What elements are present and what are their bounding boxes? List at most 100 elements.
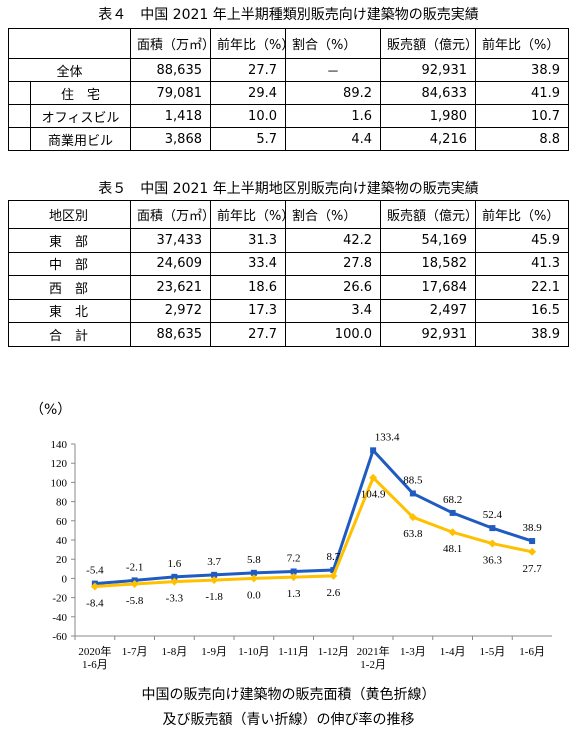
data-label: -5.8 <box>126 595 144 607</box>
y-tick-label: 80 <box>56 497 68 509</box>
header-cell: 面積（万㎡） <box>130 200 212 229</box>
marker <box>211 571 218 578</box>
data-label: 1.3 <box>287 588 301 600</box>
marker <box>130 579 139 588</box>
data-label: 7.2 <box>287 552 301 564</box>
table-row: 西 部 23,621 18.6 26.6 17,684 22.1 <box>7 275 570 300</box>
y-tick-label: 0 <box>62 573 68 585</box>
x-tick-label: 1-6月 <box>519 646 545 658</box>
series-line <box>94 475 533 588</box>
y-tick-label: 100 <box>51 477 68 489</box>
data-label: -8.4 <box>86 597 104 609</box>
row-label: 商業用ビル <box>30 127 131 151</box>
cell: 10.7 <box>475 104 569 128</box>
cell: 42.2 <box>285 228 382 253</box>
marker <box>170 577 179 586</box>
cell: 23,621 <box>130 275 212 300</box>
data-label: 0.0 <box>247 589 261 601</box>
data-label: 63.8 <box>403 528 423 540</box>
x-tick-label: 1-3月 <box>400 646 426 658</box>
y-tick-label: 60 <box>56 516 68 528</box>
cell: － <box>285 58 381 82</box>
x-tick-label: 1-8月 <box>161 646 188 658</box>
row-label: 西 部 <box>7 275 132 300</box>
cell: 17.3 <box>210 298 287 323</box>
data-label: -1.8 <box>205 591 223 603</box>
data-label: 38.9 <box>523 522 543 534</box>
cell: 2,972 <box>130 298 212 323</box>
marker <box>90 582 99 591</box>
marker <box>329 571 338 580</box>
data-label: 1.6 <box>168 558 182 570</box>
data-label: 133.4 <box>375 431 400 443</box>
cell: 1,418 <box>130 104 211 128</box>
x-tick-label: 2020年 1-6月 <box>78 646 112 671</box>
data-label: 104.9 <box>361 489 386 501</box>
data-label: -5.4 <box>86 565 104 577</box>
data-label: 2.6 <box>327 587 341 599</box>
cell: 16.5 <box>475 298 570 323</box>
cell: 3,868 <box>130 127 211 151</box>
header-cell: 前年比（%） <box>475 200 570 229</box>
table-row: 合 計 88,635 27.7 100.0 92,931 38.9 <box>7 322 570 347</box>
cell: 18.6 <box>210 275 287 300</box>
cell: 5.7 <box>210 127 286 151</box>
cell: 18,582 <box>380 251 477 276</box>
cell: 2,497 <box>380 298 477 323</box>
header-cell: 前年比（%） <box>210 200 287 229</box>
y-tick-label: -60 <box>52 631 67 643</box>
data-label: -2.1 <box>126 561 143 573</box>
marker <box>171 573 178 580</box>
marker <box>528 547 537 556</box>
cell: 17,684 <box>380 275 477 300</box>
marker <box>369 473 378 482</box>
x-tick-label: 1-11月 <box>278 646 309 658</box>
header-cell: 地区別 <box>7 200 132 229</box>
chart-title: 中国の販売向け建築物の販売面積（黄色折線） <box>141 687 436 703</box>
table-title: 表４ 中国 2021 年上半期種類別販売向け建築物の販売実績 <box>98 7 479 23</box>
x-tick-label: 1-7月 <box>121 646 148 658</box>
marker <box>370 447 377 454</box>
data-label: 3.7 <box>207 556 221 568</box>
row-label: 住 宅 <box>30 81 131 105</box>
table-row: 中 部 24,609 33.4 27.8 18,582 41.3 <box>7 251 570 276</box>
cell: 89.2 <box>285 81 381 105</box>
cell: 31.3 <box>210 228 287 253</box>
cell: 88,635 <box>130 322 212 347</box>
cell: 38.9 <box>475 322 570 347</box>
row-label: 全体 <box>8 58 131 82</box>
data-label: 8.7 <box>327 551 341 563</box>
cell: 88,635 <box>130 58 211 82</box>
data-label: 27.7 <box>523 563 543 575</box>
cell: 27.8 <box>285 251 382 276</box>
cell: 27.7 <box>210 58 286 82</box>
row-label: 東 北 <box>7 298 132 323</box>
marker <box>408 513 417 522</box>
series-line <box>94 447 533 586</box>
y-tick-label: -40 <box>52 612 67 624</box>
row-label: オフィスビル <box>30 104 131 128</box>
marker <box>449 509 456 516</box>
cell: 33.4 <box>210 251 287 276</box>
header-row: 面積（万㎡）前年比（%）割合（%）販売額（億元）前年比（%） <box>8 28 569 59</box>
y-tick-label: 140 <box>51 439 68 451</box>
table-row: オフィスビル 1,418 10.0 1.6 1,980 10.7 <box>8 104 569 128</box>
cell: 41.9 <box>475 81 569 105</box>
marker <box>289 573 298 582</box>
marker <box>529 538 536 545</box>
cell: 84,633 <box>380 81 476 105</box>
header-cell: 割合（%） <box>285 28 381 59</box>
y-tick-label: 40 <box>56 535 68 547</box>
marker <box>488 539 497 548</box>
cell: 100.0 <box>285 322 382 347</box>
cell: 24,609 <box>130 251 212 276</box>
cell: 27.7 <box>210 322 287 347</box>
cell: 22.1 <box>475 275 570 300</box>
header-cell: 販売額（億元） <box>380 200 477 229</box>
cell: 4.4 <box>285 127 381 151</box>
table-row: 商業用ビル 3,868 5.7 4.4 4,216 8.8 <box>8 127 569 151</box>
y-tick-label: 20 <box>56 554 68 566</box>
